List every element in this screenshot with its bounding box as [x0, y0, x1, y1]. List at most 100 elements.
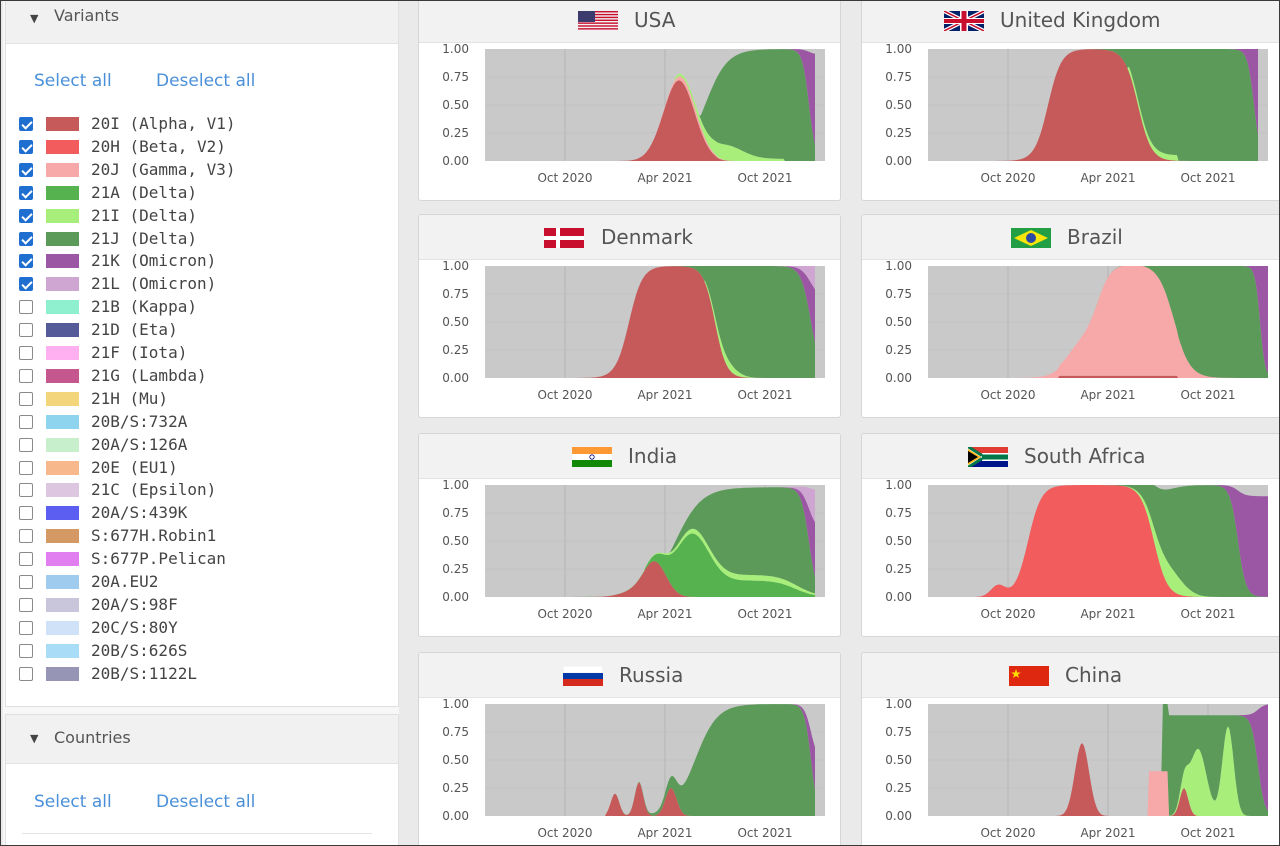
- variant-item[interactable]: 20I (Alpha, V1): [19, 113, 389, 135]
- variant-color-swatch: [46, 277, 79, 292]
- variant-checkbox[interactable]: [19, 552, 33, 567]
- variant-checkbox[interactable]: [19, 666, 33, 681]
- variant-item[interactable]: 21K (Omicron): [19, 250, 389, 272]
- y-tick-label: 0.25: [885, 562, 912, 576]
- y-tick-label: 0.00: [885, 590, 912, 604]
- variant-label: S:677P.Pelican: [91, 549, 226, 569]
- y-tick-label: 1.00: [885, 42, 912, 56]
- variant-checkbox[interactable]: [19, 643, 33, 658]
- variant-checkbox[interactable]: [19, 254, 33, 269]
- variant-checkbox[interactable]: [19, 208, 33, 223]
- variant-share-chart: 0.00 0.25 0.50 0.75 1.00 Oct 2020 Apr 2021 Oct …: [442, 697, 825, 839]
- variant-color-swatch: [46, 575, 79, 589]
- y-tick-label: 0.50: [885, 315, 912, 329]
- x-tick-label: Oct 2020: [537, 171, 592, 184]
- countries-panel-title: Countries: [54, 728, 131, 747]
- variant-item[interactable]: 21J (Delta): [19, 228, 389, 250]
- x-tick-label: Oct 2020: [537, 388, 592, 401]
- variant-item[interactable]: S:677P.Pelican: [19, 548, 389, 570]
- variant-item[interactable]: 20B/S:732A: [19, 411, 389, 433]
- variant-item[interactable]: 21A (Delta): [19, 182, 389, 204]
- variants-select-all-link[interactable]: Select all: [34, 71, 112, 91]
- countries-panel-header[interactable]: ▼ Countries: [6, 715, 398, 764]
- country-chart-card: South Africa 0.00 0.25 0.50 0.75 1.00 Oct 2020…: [861, 433, 1279, 637]
- y-tick-label: 0.75: [442, 725, 469, 739]
- variant-checkbox[interactable]: [19, 300, 33, 315]
- variant-label: 21B (Kappa): [91, 297, 197, 317]
- variants-panel: ▼ Variants Select all Deselect all 20I (…: [5, 1, 399, 707]
- variant-item[interactable]: 21F (Iota): [19, 342, 389, 364]
- variant-checkbox[interactable]: [19, 391, 33, 406]
- y-tick-label: 0.50: [442, 98, 469, 112]
- variant-checkbox[interactable]: [19, 529, 33, 544]
- y-tick-label: 0.00: [442, 590, 469, 604]
- variant-checkbox[interactable]: [19, 185, 33, 200]
- countries-select-all-link[interactable]: Select all: [34, 792, 112, 812]
- variant-checkbox[interactable]: [19, 231, 33, 246]
- variants-panel-title: Variants: [54, 6, 120, 25]
- countries-deselect-all-link[interactable]: Deselect all: [156, 792, 256, 812]
- variant-item[interactable]: 20E (EU1): [19, 457, 389, 479]
- variant-checkbox[interactable]: [19, 506, 33, 521]
- variant-item[interactable]: 20C/S:80Y: [19, 617, 389, 639]
- variants-deselect-all-link[interactable]: Deselect all: [156, 71, 256, 91]
- variant-checkbox[interactable]: [19, 368, 33, 383]
- variant-item[interactable]: 20J (Gamma, V3): [19, 159, 389, 181]
- x-tick-label: Oct 2020: [980, 171, 1035, 184]
- variant-label: 21C (Epsilon): [91, 480, 217, 500]
- y-tick-label: 0.50: [442, 753, 469, 767]
- variant-item[interactable]: 21D (Eta): [19, 319, 389, 341]
- variant-checkbox[interactable]: [19, 323, 33, 338]
- variant-checkbox[interactable]: [19, 117, 33, 131]
- country-chart-card: Brazil 0.00 0.25 0.50 0.75 1.00 Oct 2020 Apr 20…: [861, 214, 1279, 418]
- variant-checkbox[interactable]: [19, 277, 33, 292]
- variant-label: 20A/S:439K: [91, 503, 188, 523]
- variant-item[interactable]: 20H (Beta, V2): [19, 136, 389, 158]
- variant-color-swatch: [46, 643, 79, 658]
- variant-item[interactable]: S:677H.Robin1: [19, 525, 389, 547]
- variant-checkbox[interactable]: [19, 139, 33, 154]
- variant-share-chart: 0.00 0.25 0.50 0.75 1.00 Oct 2020 Apr 2021 Oct …: [442, 42, 825, 184]
- variant-label: 20I (Alpha, V1): [91, 114, 236, 133]
- variant-color-swatch: [46, 254, 79, 269]
- variant-label: 21F (Iota): [91, 343, 188, 362]
- variant-item[interactable]: 21I (Delta): [19, 205, 389, 227]
- variant-item[interactable]: 20A.EU2: [19, 571, 389, 593]
- variant-checkbox[interactable]: [19, 346, 33, 360]
- variant-checkbox[interactable]: [19, 460, 33, 475]
- country-chart-card: India 0.00 0.25 0.50 0.75 1.00 Oct 2020 Apr 202…: [418, 433, 841, 637]
- variant-color-swatch: [46, 460, 79, 475]
- variant-item[interactable]: 21H (Mu): [19, 388, 389, 410]
- variant-item[interactable]: 20A/S:439K: [19, 502, 389, 524]
- variant-item[interactable]: 21L (Omicron): [19, 273, 389, 295]
- variant-share-chart: 0.00 0.25 0.50 0.75 1.00 Oct 2020 Apr 2021 Oct …: [885, 697, 1268, 839]
- country-chart-card: USA 0.00 0.25 0.50 0.75 1.00 Oct 2020 Apr 2021 O…: [418, 1, 841, 201]
- variant-checkbox[interactable]: [19, 437, 33, 452]
- variant-item[interactable]: 21G (Lambda): [19, 365, 389, 387]
- caret-down-icon: ▼: [30, 732, 39, 745]
- variant-item[interactable]: 20B/S:1122L: [19, 663, 389, 685]
- variant-checkbox[interactable]: [19, 483, 33, 498]
- variant-checkbox[interactable]: [19, 414, 33, 429]
- variant-checkbox[interactable]: [19, 162, 33, 177]
- x-tick-label: Oct 2020: [980, 388, 1035, 401]
- x-tick-label: Oct 2021: [737, 171, 792, 184]
- variant-item[interactable]: 21B (Kappa): [19, 296, 389, 318]
- variant-checkbox[interactable]: [19, 597, 33, 612]
- variant-item[interactable]: 20A/S:98F: [19, 594, 389, 616]
- variant-item[interactable]: 20B/S:626S: [19, 640, 389, 662]
- variant-label: 20A/S:98F: [91, 594, 178, 614]
- variant-item[interactable]: 21C (Epsilon): [19, 479, 389, 501]
- variant-item[interactable]: 20A/S:126A: [19, 434, 389, 456]
- variants-panel-header[interactable]: ▼ Variants: [6, 1, 398, 44]
- variant-checkbox[interactable]: [19, 575, 33, 589]
- variant-color-swatch: [46, 185, 79, 200]
- y-tick-label: 0.25: [442, 126, 469, 140]
- y-tick-label: 0.00: [442, 371, 469, 385]
- uk-flag-icon: [943, 9, 985, 33]
- y-tick-label: 0.75: [885, 287, 912, 301]
- variant-label: 21G (Lambda): [91, 365, 207, 385]
- series-area-d21j: [485, 704, 815, 816]
- variant-checkbox[interactable]: [19, 620, 33, 635]
- x-tick-label: Apr 2021: [1080, 607, 1135, 620]
